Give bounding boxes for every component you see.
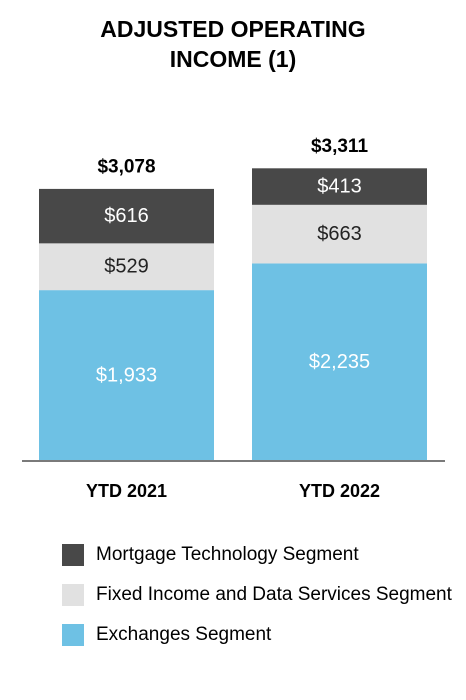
data-label-exchanges-segment-ytd-2022: $2,235 [309,351,370,373]
bar-segment-exchanges-segment-ytd-2021 [39,290,214,461]
data-label-mortgage-technology-segment-ytd-2022: $413 [317,176,362,198]
bar-segment-mortgage-technology-segment-ytd-2022 [252,168,427,205]
chart-title: ADJUSTED OPERATING INCOME (1) [0,14,466,74]
legend-label-mortgage-technology: Mortgage Technology Segment [96,544,359,565]
legend-label-exchanges: Exchanges Segment [96,624,272,645]
bar-segment-fixed-income-and-data-services-segment-ytd-2021 [39,243,214,291]
bar-segment-fixed-income-and-data-services-segment-ytd-2022 [252,204,427,264]
total-label-ytd-2022: $3,311 [311,136,368,157]
legend-item-fixed-income: Fixed Income and Data Services Segment [62,582,462,608]
legend-label-fixed-income: Fixed Income and Data Services Segment [96,584,452,605]
chart-title-line-2: INCOME (1) [169,46,297,72]
legend: Mortgage Technology Segment Fixed Income… [62,542,462,662]
legend-item-exchanges: Exchanges Segment [62,622,462,648]
legend-item-mortgage-technology: Mortgage Technology Segment [62,542,462,568]
legend-swatch-mortgage-technology [62,544,84,566]
stacked-bar-chart: $1,933 $529 $616 $3,078 YTD 2021 $2,235 $663 $4… [22,136,445,501]
x-tick-label-ytd-2021: YTD 2021 [86,481,167,501]
bar-segment-mortgage-technology-segment-ytd-2021 [39,188,214,244]
bar-segment-exchanges-segment-ytd-2022 [252,263,427,461]
chart-title-line-1: ADJUSTED OPERATING [100,16,366,42]
legend-swatch-exchanges [62,624,84,646]
data-label-mortgage-technology-segment-ytd-2021: $616 [104,205,149,227]
x-tick-label-ytd-2022: YTD 2022 [299,481,380,501]
total-label-ytd-2021: $3,078 [97,156,155,177]
data-label-fixed-income-and-data-services-segment-ytd-2022: $663 [317,223,362,245]
data-label-exchanges-segment-ytd-2021: $1,933 [96,365,157,387]
legend-swatch-fixed-income [62,584,84,606]
data-label-fixed-income-and-data-services-segment-ytd-2021: $529 [104,256,149,278]
